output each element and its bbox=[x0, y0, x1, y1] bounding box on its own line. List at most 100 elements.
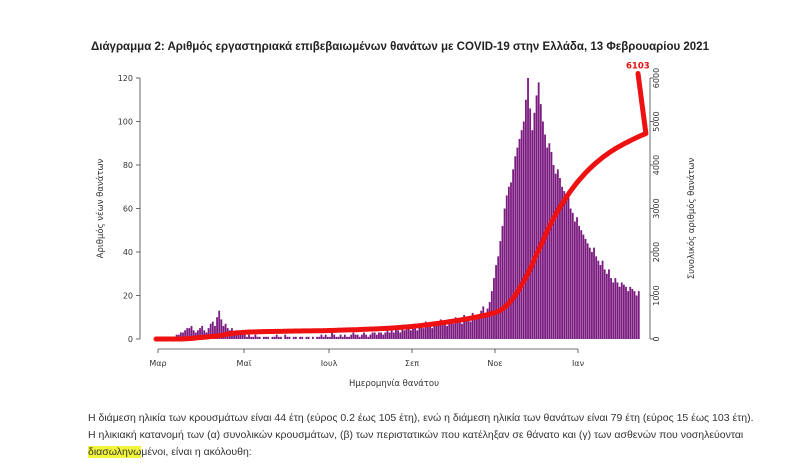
bar bbox=[595, 256, 598, 339]
left-tick-label: 80 bbox=[123, 161, 133, 170]
bar bbox=[358, 336, 361, 339]
bar bbox=[192, 330, 195, 339]
bar bbox=[548, 143, 551, 339]
bar bbox=[593, 247, 595, 339]
bar bbox=[488, 302, 491, 339]
paragraph-continued-rest: μένοι, είναι η ακόλουθη: bbox=[141, 446, 252, 458]
bar bbox=[312, 336, 314, 339]
bar bbox=[616, 282, 619, 339]
bar bbox=[427, 325, 429, 339]
bar bbox=[567, 195, 570, 339]
bar bbox=[559, 178, 561, 339]
bar bbox=[448, 319, 451, 339]
bar bbox=[516, 147, 519, 339]
bar bbox=[433, 321, 436, 339]
bar bbox=[554, 173, 557, 339]
left-tick-label: 20 bbox=[123, 292, 133, 301]
bar bbox=[614, 278, 617, 339]
bar bbox=[407, 328, 410, 340]
bar bbox=[531, 130, 534, 339]
bar bbox=[209, 323, 212, 339]
bar bbox=[458, 319, 461, 339]
right-tick-label: 3000 bbox=[652, 198, 661, 218]
bar bbox=[497, 256, 500, 339]
bar bbox=[527, 78, 529, 339]
bar bbox=[539, 104, 542, 339]
bar bbox=[546, 147, 549, 339]
bar bbox=[401, 328, 404, 340]
bar bbox=[576, 217, 578, 339]
bar bbox=[563, 191, 566, 339]
bar bbox=[420, 325, 423, 339]
bar bbox=[537, 82, 540, 339]
bar bbox=[305, 336, 308, 339]
bar bbox=[288, 336, 291, 339]
end-value-label: 6103 bbox=[626, 62, 650, 72]
bar bbox=[243, 334, 246, 339]
left-tick-label: 120 bbox=[118, 74, 133, 83]
bar bbox=[501, 225, 504, 339]
bar bbox=[352, 332, 355, 339]
bar bbox=[422, 328, 425, 340]
bar bbox=[241, 332, 244, 339]
bar bbox=[435, 325, 438, 339]
bar bbox=[571, 212, 574, 339]
bar bbox=[318, 336, 321, 339]
bar bbox=[220, 319, 223, 339]
bar bbox=[580, 230, 583, 339]
paragraph-continued: διασωληνωμένοι, είναι η ακόλουθη: bbox=[88, 444, 788, 461]
bar bbox=[322, 336, 325, 339]
bar bbox=[446, 325, 448, 339]
bar bbox=[467, 317, 470, 339]
bar bbox=[388, 332, 391, 339]
bar bbox=[275, 334, 278, 339]
right-tick-label: 4000 bbox=[652, 155, 661, 175]
bar bbox=[633, 291, 636, 339]
bar bbox=[618, 286, 621, 339]
bar bbox=[329, 336, 331, 339]
bar bbox=[627, 291, 630, 339]
bar bbox=[503, 208, 506, 339]
bar bbox=[356, 334, 359, 339]
x-tick-label: Νοε bbox=[487, 359, 502, 368]
bar bbox=[439, 319, 442, 339]
bar bbox=[199, 328, 201, 340]
bar bbox=[514, 156, 517, 339]
bar bbox=[307, 336, 310, 339]
bar bbox=[478, 315, 480, 339]
bar bbox=[201, 325, 204, 339]
bar bbox=[271, 336, 274, 339]
bar bbox=[369, 334, 372, 339]
bar bbox=[418, 323, 421, 339]
bar bbox=[507, 186, 510, 339]
bar bbox=[403, 330, 406, 339]
bar bbox=[254, 334, 257, 339]
right-tick-label: 0 bbox=[652, 336, 661, 341]
bar bbox=[196, 330, 199, 339]
bar bbox=[424, 321, 427, 339]
bar bbox=[437, 323, 440, 339]
bar bbox=[256, 336, 259, 339]
bar bbox=[390, 330, 393, 339]
bar bbox=[350, 334, 353, 339]
bar bbox=[582, 234, 585, 339]
bar bbox=[463, 315, 466, 339]
bar bbox=[588, 247, 591, 339]
bar bbox=[216, 317, 218, 339]
bar bbox=[608, 269, 610, 339]
bar bbox=[620, 282, 623, 339]
bar bbox=[533, 112, 536, 339]
bar bbox=[622, 284, 625, 340]
bar bbox=[384, 332, 387, 339]
bar bbox=[299, 336, 302, 339]
bar bbox=[476, 319, 478, 339]
bar bbox=[371, 332, 374, 339]
bar bbox=[461, 323, 463, 339]
bar bbox=[635, 295, 638, 339]
bar bbox=[552, 165, 555, 339]
right-tick-label: 6000 bbox=[652, 68, 661, 88]
bar bbox=[284, 334, 287, 339]
bar bbox=[612, 282, 615, 339]
bar bbox=[273, 336, 276, 339]
bar bbox=[367, 336, 370, 339]
